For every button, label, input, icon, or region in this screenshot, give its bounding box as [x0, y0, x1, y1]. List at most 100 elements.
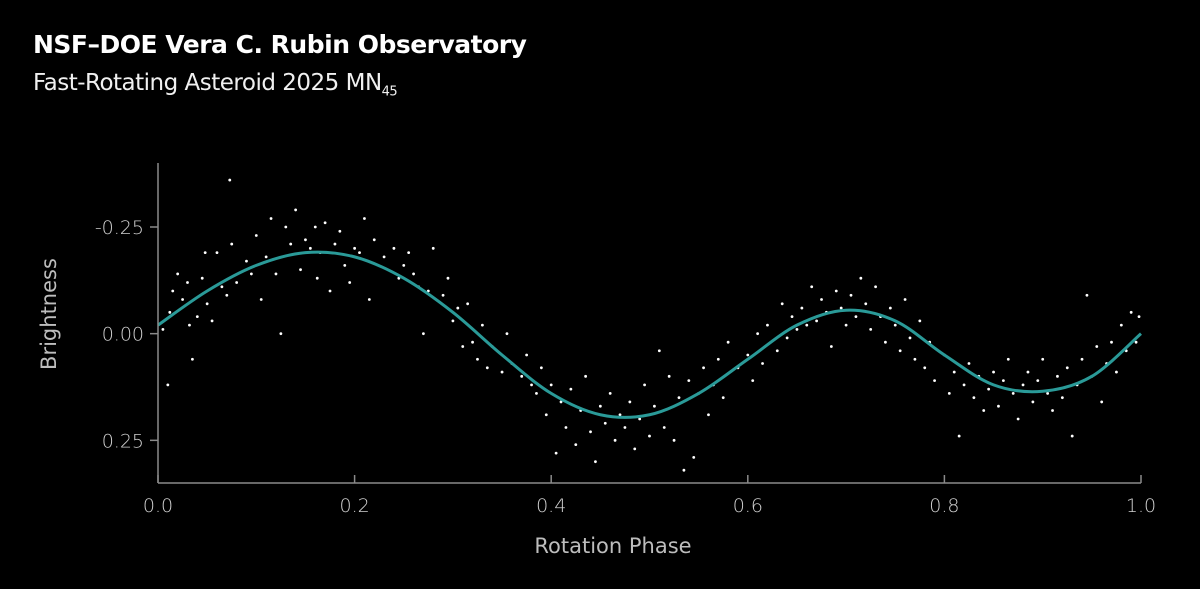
data-point — [982, 409, 986, 412]
scatter-points — [161, 178, 1141, 472]
data-point — [898, 349, 902, 353]
x-axis-label: Rotation Phase — [534, 534, 691, 558]
data-point — [888, 306, 892, 310]
data-point — [402, 264, 406, 267]
data-point — [1026, 370, 1030, 374]
data-point — [171, 289, 175, 293]
data-point — [500, 370, 504, 374]
data-point — [662, 426, 666, 429]
data-point — [1100, 400, 1104, 404]
data-point — [766, 323, 769, 327]
data-point — [918, 319, 922, 323]
data-point — [933, 379, 936, 382]
data-point — [633, 447, 637, 451]
data-point — [677, 396, 681, 400]
data-point — [1115, 370, 1118, 374]
data-point — [687, 379, 691, 382]
data-point — [308, 246, 312, 250]
data-point — [461, 345, 465, 348]
data-point — [805, 323, 809, 327]
data-point — [795, 328, 799, 331]
data-point — [205, 302, 209, 306]
x-tick-label: 1.0 — [1126, 495, 1156, 517]
data-point — [1060, 396, 1064, 400]
data-point — [535, 392, 538, 395]
y-axis-label: Brightness — [37, 258, 61, 370]
data-point — [726, 340, 730, 344]
data-point — [854, 315, 858, 318]
data-point — [249, 272, 253, 276]
data-point — [382, 255, 386, 259]
data-point — [992, 370, 995, 374]
data-point — [471, 340, 474, 344]
data-point — [638, 417, 642, 421]
data-point — [315, 276, 319, 280]
data-point — [1046, 392, 1050, 395]
data-point — [279, 332, 283, 336]
data-point — [594, 460, 597, 464]
data-point — [564, 426, 568, 429]
data-point — [1137, 315, 1141, 318]
data-point — [294, 208, 298, 212]
data-point — [810, 285, 814, 289]
data-point — [1070, 434, 1074, 438]
data-point — [228, 178, 232, 182]
data-point — [1110, 340, 1113, 344]
data-point — [215, 251, 219, 255]
x-tick-label: 0.2 — [339, 495, 369, 517]
data-point — [367, 298, 371, 301]
x-tick-label: 0.8 — [929, 495, 959, 517]
data-point — [672, 438, 676, 442]
data-point — [1085, 293, 1089, 297]
data-point — [1021, 383, 1025, 387]
data-point — [304, 238, 307, 242]
data-point — [235, 281, 239, 284]
data-point — [702, 366, 705, 370]
data-point — [834, 289, 838, 293]
data-point — [815, 319, 819, 323]
data-point — [962, 383, 966, 387]
y-tick-label: -0.25 — [95, 217, 144, 239]
data-point — [569, 387, 573, 391]
data-point — [544, 413, 548, 417]
data-point — [259, 298, 263, 301]
data-point — [780, 302, 784, 306]
data-point — [333, 242, 337, 246]
data-point — [785, 336, 789, 340]
data-point — [682, 468, 686, 472]
data-point — [584, 374, 588, 378]
data-point — [800, 306, 804, 310]
data-point — [225, 293, 229, 297]
data-point — [589, 430, 592, 434]
data-point — [269, 217, 273, 220]
data-point — [1080, 357, 1084, 361]
data-point — [869, 328, 873, 331]
data-point — [505, 332, 509, 336]
data-point — [1031, 400, 1035, 404]
data-point — [957, 434, 961, 438]
data-point — [820, 298, 823, 301]
x-tick-label: 0.6 — [733, 495, 763, 517]
data-point — [549, 383, 553, 387]
data-point — [446, 276, 450, 280]
data-point — [559, 400, 563, 404]
data-point — [623, 426, 627, 429]
data-point — [1041, 357, 1045, 361]
data-point — [603, 421, 607, 425]
data-point — [451, 319, 455, 323]
y-tick-label: 0.25 — [102, 430, 144, 452]
data-point — [692, 456, 696, 459]
data-point — [328, 289, 332, 293]
data-point — [210, 319, 214, 323]
data-point — [756, 332, 760, 336]
data-point — [363, 217, 366, 220]
data-point — [716, 357, 720, 361]
data-point — [618, 413, 622, 417]
data-point — [643, 383, 646, 387]
data-point — [181, 298, 184, 301]
data-point — [613, 438, 617, 442]
data-point — [1129, 310, 1133, 314]
data-point — [530, 383, 533, 387]
data-point — [372, 238, 376, 242]
